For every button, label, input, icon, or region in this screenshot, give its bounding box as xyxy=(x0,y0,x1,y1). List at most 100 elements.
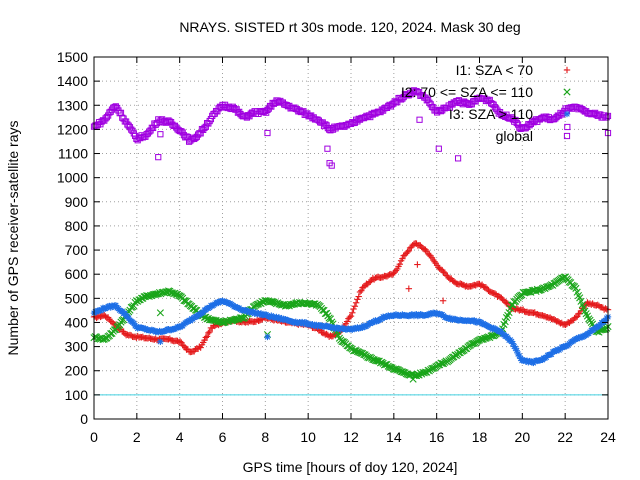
series-0-point xyxy=(352,299,360,306)
series-1-point-stroke xyxy=(599,325,607,334)
data-marks xyxy=(90,87,612,383)
x-tick-label: 0 xyxy=(90,429,98,445)
series-1-point xyxy=(424,366,432,374)
series-0-point xyxy=(202,334,209,341)
series-0-point xyxy=(396,260,404,268)
series-1-point-stroke xyxy=(488,332,496,340)
x-axis-label: GPS time [hours of doy 120, 2024] xyxy=(243,459,458,475)
series-1-point xyxy=(586,316,594,324)
series-0-point xyxy=(351,303,359,310)
series-0-point xyxy=(572,314,580,321)
series-1-point-stroke xyxy=(200,313,209,321)
outlier-point xyxy=(155,154,162,161)
series-1-point-stroke xyxy=(189,304,197,312)
y-tick-label: 1300 xyxy=(57,97,88,113)
series-1-point-stroke xyxy=(501,318,509,326)
outlier-point xyxy=(328,162,335,169)
y-tick-label: 400 xyxy=(65,314,89,330)
series-0-point xyxy=(355,293,362,300)
series-1-point-stroke xyxy=(353,347,362,356)
series-1-point-stroke xyxy=(380,361,388,369)
series-1-point-stroke xyxy=(152,290,160,298)
x-tick-label: 16 xyxy=(429,429,445,445)
series-1-point-stroke xyxy=(326,315,335,323)
y-tick-label: 800 xyxy=(65,218,89,234)
series-1-point xyxy=(572,284,580,292)
outlier-point xyxy=(416,116,423,123)
series-1-point-stroke xyxy=(424,366,432,374)
series-2 xyxy=(90,297,612,367)
x-tick-label: 4 xyxy=(176,429,184,445)
series-1-point-stroke xyxy=(407,370,415,378)
series-2-point-stroke xyxy=(125,315,132,321)
series-1-point xyxy=(218,319,227,327)
y-tick-label: 300 xyxy=(65,339,89,355)
series-0-point xyxy=(431,258,438,265)
y-tick-label: 900 xyxy=(65,194,89,210)
series-3-point xyxy=(603,114,610,121)
x-tick-label: 8 xyxy=(261,429,269,445)
series-1-point-stroke xyxy=(360,350,368,359)
series-1-point-stroke xyxy=(573,288,581,296)
series-1-point xyxy=(373,357,381,365)
x-tick-label: 6 xyxy=(219,429,227,445)
series-1-point-stroke xyxy=(400,368,408,376)
series-2-point-stroke xyxy=(122,310,128,317)
series-1-point xyxy=(288,300,296,309)
series-1-point-stroke xyxy=(524,288,532,296)
series-2-point-stroke xyxy=(512,345,519,352)
series-2-point-stroke xyxy=(510,340,516,347)
series-0-point xyxy=(197,344,204,351)
series-0-point xyxy=(176,338,184,345)
series-0-point xyxy=(206,328,213,336)
series-1-point-stroke xyxy=(180,296,188,305)
series-2-point-stroke xyxy=(508,338,515,345)
x-tick-label: 22 xyxy=(557,429,573,445)
series-1-point xyxy=(535,286,543,294)
series-0-point xyxy=(573,313,581,320)
x-tick-label: 14 xyxy=(386,429,402,445)
x-tick-label: 10 xyxy=(300,429,316,445)
outlier-point xyxy=(157,131,164,138)
series-2-point-stroke xyxy=(498,328,505,335)
series-0-point xyxy=(422,246,429,253)
series-1-point-stroke xyxy=(586,316,594,324)
series-1-point-stroke xyxy=(588,320,597,328)
legend: I1: SZA < 70 I2: 70 <= SZA <= 110 I3: SZA … xyxy=(401,62,571,144)
outlier-point xyxy=(157,338,164,345)
y-tick-label: 1400 xyxy=(57,73,88,89)
series-1-point-stroke xyxy=(267,298,275,306)
y-tick-label: 700 xyxy=(65,242,89,258)
outlier-point xyxy=(264,129,271,137)
outlier-point xyxy=(414,261,421,268)
series-1-point xyxy=(501,318,509,326)
series-1-point-stroke xyxy=(357,349,365,357)
outlier-point xyxy=(324,145,331,152)
series-0-point xyxy=(205,329,212,337)
outlier-point-stroke xyxy=(156,309,164,317)
series-1-point-stroke xyxy=(581,307,589,315)
series-1-point-stroke xyxy=(582,310,590,318)
series-2-point-stroke xyxy=(513,347,520,354)
y-tick-label: 200 xyxy=(65,363,89,379)
series-1-point-stroke xyxy=(583,312,592,320)
series-1-point xyxy=(428,364,436,373)
legend-label-2: I3: SZA > 110 xyxy=(449,106,533,122)
series-0-point xyxy=(358,287,365,294)
series-1-point-stroke xyxy=(535,286,543,294)
series-2-point-stroke xyxy=(113,302,119,309)
series-0-point xyxy=(203,333,211,340)
series-1-point-stroke xyxy=(208,316,216,324)
series-0-point xyxy=(404,248,411,256)
y-tick-label: 1100 xyxy=(58,146,88,162)
series-1-point-stroke xyxy=(574,291,583,300)
y-axis-ticks: 0 100 200 300 400 500 600 700 800 900 1000 1100 1200… xyxy=(57,49,608,427)
series-1-point-stroke xyxy=(505,308,513,317)
series-1-point xyxy=(356,349,364,357)
series-1-point-stroke xyxy=(576,294,584,302)
legend-marker-0 xyxy=(563,66,571,74)
series-1-point-stroke xyxy=(369,355,377,364)
x-tick-label: 20 xyxy=(515,429,531,445)
series-0-point xyxy=(491,290,499,297)
series-0-point xyxy=(367,278,374,285)
